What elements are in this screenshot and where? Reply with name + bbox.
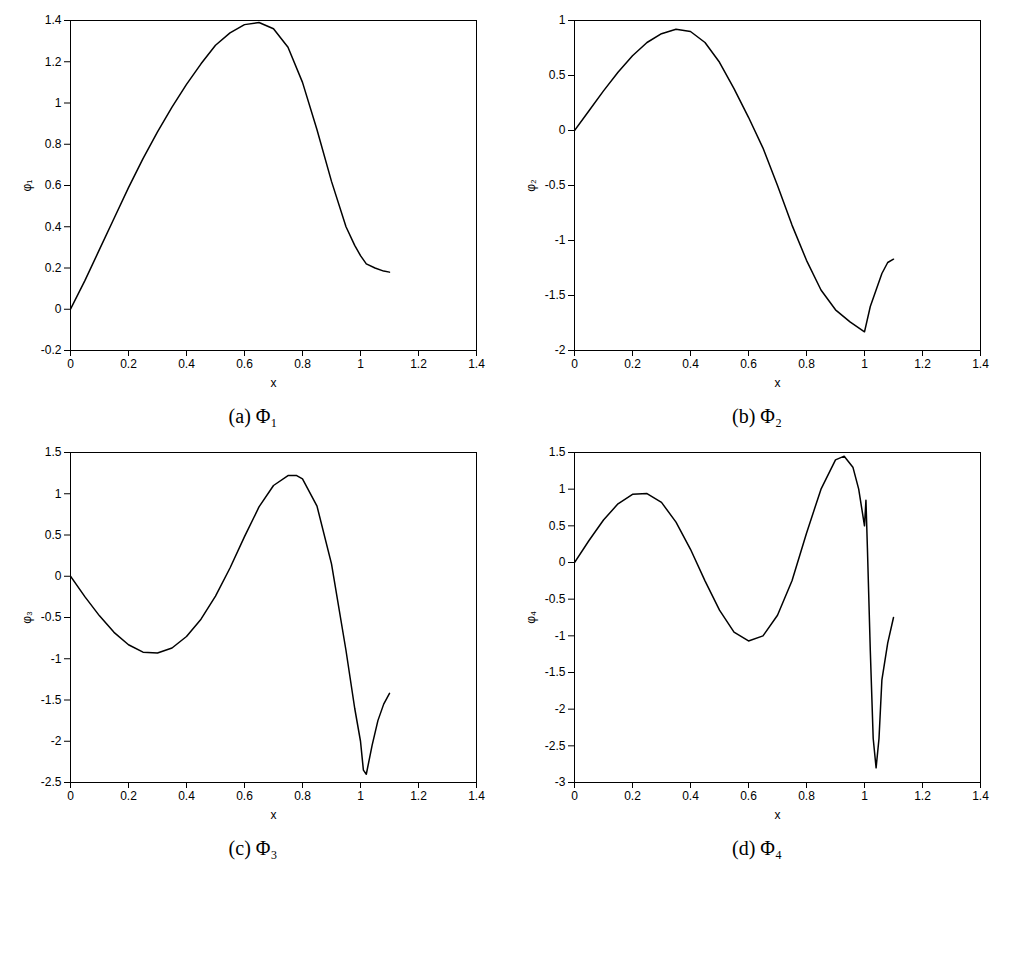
svg-text:0: 0 (559, 123, 566, 137)
svg-text:0.5: 0.5 (45, 528, 62, 542)
svg-text:0: 0 (559, 555, 566, 569)
svg-text:0.6: 0.6 (740, 357, 757, 371)
svg-text:1.2: 1.2 (410, 357, 427, 371)
svg-text:1: 1 (357, 357, 364, 371)
html-text:(a) Φ₁: (a) Φ₁ (228, 405, 278, 427)
svg-text:1.4: 1.4 (468, 357, 485, 371)
svg-text:-0.5: -0.5 (41, 610, 62, 624)
svg-text:-1.5: -1.5 (545, 665, 566, 679)
svg-text:-3: -3 (555, 775, 566, 789)
svg-text:1.4: 1.4 (468, 789, 485, 803)
svg-text:0.6: 0.6 (236, 357, 253, 371)
svg-text:-2: -2 (555, 702, 566, 716)
svg-text:0.8: 0.8 (294, 789, 311, 803)
svg-text:0.8: 0.8 (798, 357, 815, 371)
svg-text:0.8: 0.8 (294, 357, 311, 371)
svg-text:1.2: 1.2 (914, 357, 931, 371)
svg-text:1: 1 (861, 789, 868, 803)
svg-text:1.2: 1.2 (914, 789, 931, 803)
svg-text:1.4: 1.4 (972, 789, 989, 803)
svg-text:0.5: 0.5 (549, 519, 566, 533)
svg-text:φ₄: φ₄ (524, 611, 538, 624)
svg-text:1: 1 (357, 789, 364, 803)
svg-text:0.4: 0.4 (45, 220, 62, 234)
svg-text:-1: -1 (51, 652, 62, 666)
svg-text:1.5: 1.5 (45, 445, 62, 459)
svg-text:x: x (775, 376, 781, 390)
html-text:(d) Φ₄: (d) Φ₄ (732, 837, 782, 859)
svg-text:0: 0 (571, 357, 578, 371)
svg-text:1.2: 1.2 (45, 55, 62, 69)
svg-text:1.2: 1.2 (410, 789, 427, 803)
svg-text:-2: -2 (555, 343, 566, 357)
svg-text:0: 0 (571, 789, 578, 803)
svg-text:0.4: 0.4 (682, 789, 699, 803)
svg-text:-2.5: -2.5 (545, 739, 566, 753)
svg-text:1: 1 (55, 487, 62, 501)
svg-text:0.6: 0.6 (740, 789, 757, 803)
svg-text:1: 1 (559, 13, 566, 27)
svg-text:φ₂: φ₂ (524, 179, 538, 192)
svg-text:0.4: 0.4 (178, 789, 195, 803)
svg-text:0.2: 0.2 (120, 789, 137, 803)
svg-text:-0.5: -0.5 (545, 592, 566, 606)
svg-text:φ₃: φ₃ (20, 611, 34, 624)
svg-text:0.4: 0.4 (178, 357, 195, 371)
svg-text:-1.5: -1.5 (545, 288, 566, 302)
svg-text:0.2: 0.2 (45, 261, 62, 275)
svg-text:-1: -1 (555, 629, 566, 643)
svg-text:1: 1 (559, 482, 566, 496)
svg-text:x: x (271, 808, 277, 822)
svg-text:0.6: 0.6 (45, 178, 62, 192)
html-text:(b) Φ₂: (b) Φ₂ (732, 405, 782, 427)
svg-text:0.6: 0.6 (236, 789, 253, 803)
svg-text:1.4: 1.4 (45, 13, 62, 27)
svg-text:-2.5: -2.5 (41, 775, 62, 789)
svg-text:1: 1 (55, 96, 62, 110)
svg-text:0.8: 0.8 (798, 789, 815, 803)
svg-text:1: 1 (861, 357, 868, 371)
svg-text:0: 0 (55, 302, 62, 316)
svg-text:0.5: 0.5 (549, 68, 566, 82)
svg-text:0: 0 (67, 357, 74, 371)
svg-text:1.5: 1.5 (549, 445, 566, 459)
svg-text:φ₁: φ₁ (20, 180, 34, 192)
svg-text:0: 0 (55, 569, 62, 583)
svg-text:-0.5: -0.5 (545, 178, 566, 192)
svg-text:0.8: 0.8 (45, 137, 62, 151)
svg-text:x: x (775, 808, 781, 822)
svg-text:x: x (271, 376, 277, 390)
svg-text:0.2: 0.2 (120, 357, 137, 371)
svg-text:-2: -2 (51, 734, 62, 748)
svg-text:0: 0 (67, 789, 74, 803)
svg-text:-0.2: -0.2 (41, 343, 62, 357)
svg-text:-1: -1 (555, 233, 566, 247)
html-text:(c) Φ₃: (c) Φ₃ (228, 837, 278, 859)
svg-text:1.4: 1.4 (972, 357, 989, 371)
svg-text:0.2: 0.2 (624, 357, 641, 371)
svg-text:-1.5: -1.5 (41, 693, 62, 707)
svg-text:0.2: 0.2 (624, 789, 641, 803)
svg-text:0.4: 0.4 (682, 357, 699, 371)
